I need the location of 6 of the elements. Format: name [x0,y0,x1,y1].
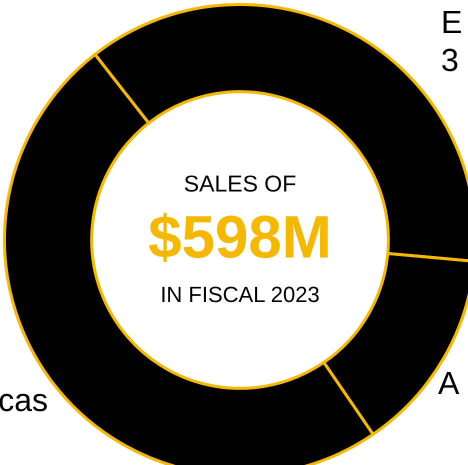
text: IN FISCAL 2023 [160,282,320,308]
slice-label: E [441,4,462,40]
text: 3 [441,42,459,78]
text: $598M [148,204,332,271]
slice-label: A [438,364,460,401]
text: SALES OF [184,170,296,196]
